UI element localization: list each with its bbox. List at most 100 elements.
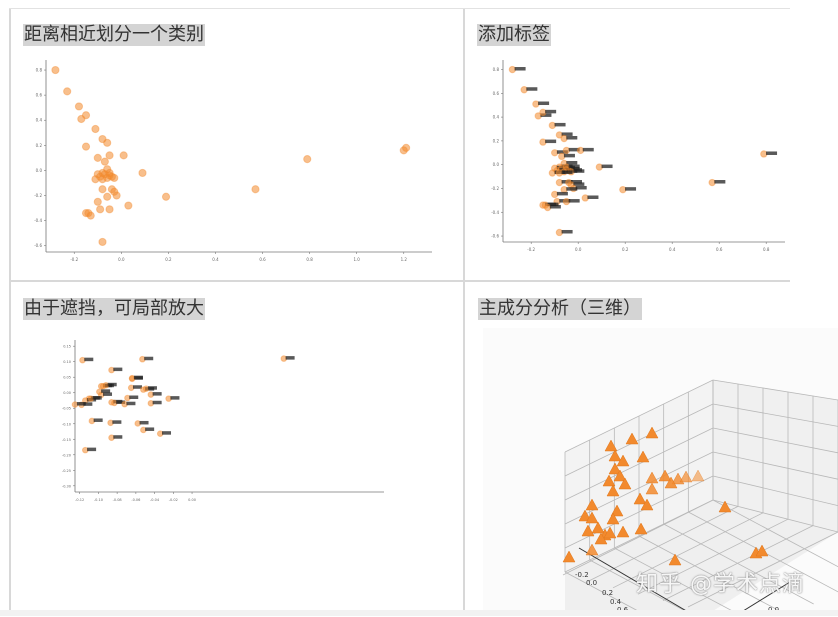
point-label (514, 67, 526, 71)
panel-title: 由于遮挡，可局部放大 (23, 298, 205, 320)
data-point (96, 205, 105, 214)
point-label (76, 402, 86, 406)
point-label (573, 169, 585, 173)
data-point-triangle (640, 498, 654, 511)
y-tick-label: -0.6 (491, 234, 499, 239)
data-point-triangle (668, 553, 682, 566)
point-label (571, 180, 582, 184)
data-point (103, 192, 112, 201)
point-label (561, 132, 573, 136)
data-point (105, 205, 114, 214)
watermark-text: 知乎 @学术点滴 (636, 572, 805, 597)
y-tick-label: 0.8 (493, 67, 500, 72)
point-label (152, 392, 162, 396)
point-label (526, 87, 538, 91)
y-tick-label: -0.2 (491, 186, 499, 191)
point-label (145, 427, 155, 431)
x-tick-label: -0.12 (75, 498, 84, 502)
x-tick-label: 0.8 (763, 247, 770, 252)
scatter-chart-cluster: -0.2 0.0 0.2 0.4 0.6 0.8 1.0 1.2 0.8 0.6 0.4 0.2 0.0… (34, 60, 432, 262)
point-label (566, 136, 578, 140)
data-point (81, 142, 91, 151)
grid-line (712, 403, 838, 427)
data-point-triangle (608, 462, 622, 475)
y-tick-label: 0.6 (36, 93, 43, 98)
data-point (110, 173, 119, 183)
grid-line (687, 531, 838, 608)
x-tick-label: 0.0 (575, 247, 582, 252)
point-label (285, 356, 295, 360)
x-tick-label: 0.0 (118, 257, 125, 262)
grid-line (663, 523, 814, 605)
point-label (556, 150, 568, 154)
data-point (138, 168, 147, 178)
point-label (113, 435, 123, 439)
data-point (303, 155, 312, 164)
data-point (105, 168, 114, 178)
data-point (63, 87, 72, 96)
data-point (161, 192, 171, 201)
grid-border-left (9, 8, 11, 616)
x-tick-label: -0.2 (70, 257, 78, 262)
data-point (86, 211, 95, 220)
grid-divider-horizontal (9, 280, 790, 282)
data-point-triangle (664, 476, 678, 489)
data-point (251, 185, 260, 194)
point-label (568, 199, 580, 203)
point-label (101, 389, 111, 393)
x-axis-line (578, 547, 696, 616)
point-label (575, 185, 587, 190)
scatter-chart-labeled: -0.2 0.0 0.2 0.4 0.6 0.8 0.8 0.6 0.4 0.2 0.0 -0.2 -0… (491, 60, 785, 252)
grid-line (612, 512, 764, 589)
point-label (547, 202, 559, 207)
y-tick-label: 0.15 (63, 345, 71, 349)
y-tick-label: 0.05 (63, 376, 71, 380)
point-label (132, 385, 142, 389)
panel-title: 添加标签 (477, 24, 551, 46)
point-label (545, 109, 557, 114)
pane-floor (565, 500, 838, 616)
y-tick-label: -0.4 (34, 218, 42, 223)
data-point (105, 151, 114, 160)
y-tick-label: -0.15 (62, 438, 71, 442)
data-point (93, 197, 102, 206)
x-tick-label: 1.0 (353, 257, 360, 262)
data-point (51, 65, 60, 75)
data-point-triangle (585, 511, 599, 524)
grid-line (564, 403, 714, 477)
point-label (113, 367, 123, 372)
y-tick-label: 0.4 (36, 118, 43, 123)
grid-line (712, 475, 838, 506)
point-label (139, 420, 149, 425)
data-point-triangle (594, 532, 608, 545)
point-label (582, 147, 594, 152)
grid-line (564, 379, 714, 453)
panel-title: 距离相近划分一个类别 (23, 24, 205, 46)
data-point-triangle (606, 512, 620, 525)
grid-line (562, 499, 714, 576)
panel-labeled-scatter: 添加标签 -0.2 0.0 0.2 0.4 0.6 0.8 0.8 0.6 0.4 0.2 0.0-… (465, 10, 790, 280)
data-point (124, 201, 133, 210)
data-point-triangle (610, 504, 624, 517)
point-label (129, 395, 139, 400)
y-tick-label: 0.10 (63, 360, 71, 364)
y-tick-label: -0.4 (491, 210, 499, 215)
x-tick-label: 0.6 (716, 247, 723, 252)
scatter-chart-zoomed: -0.12 -0.10 -0.08 -0.06 -0.04 -0.02 0.00 0.15 0.… (62, 340, 384, 502)
pane-back-right (713, 380, 838, 532)
y-tick-label: 0.2 (36, 143, 43, 148)
y-tick-label: 0.6 (493, 91, 500, 96)
point-label (540, 113, 552, 117)
point-label (162, 431, 172, 435)
x-tick-label: 0.6 (259, 257, 266, 262)
data-point (81, 111, 91, 120)
data-point (91, 124, 100, 134)
data-point-triangle (608, 449, 622, 462)
grid-line (564, 451, 714, 525)
point-label (566, 187, 578, 191)
point-label (625, 187, 637, 191)
point-label (538, 101, 550, 106)
grid-line (712, 427, 838, 454)
data-point-triangle (645, 482, 659, 495)
point-label (170, 396, 180, 400)
